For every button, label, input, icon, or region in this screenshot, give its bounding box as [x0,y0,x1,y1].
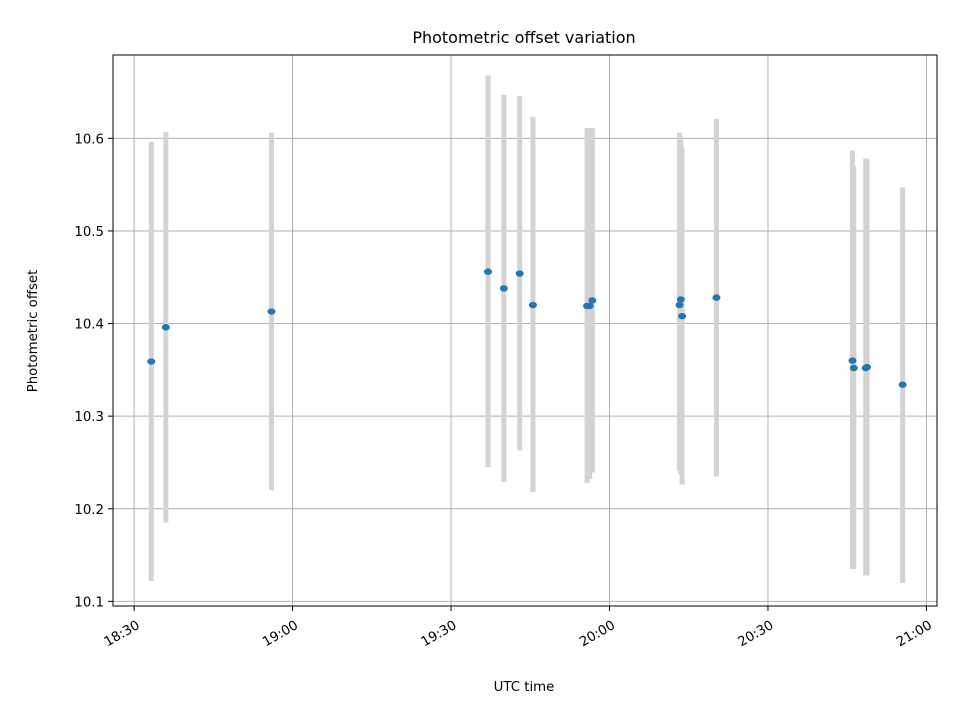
y-tick-label: 10.3 [74,410,104,425]
data-point [499,285,508,292]
data-point [849,364,858,372]
data-point [161,324,170,331]
data-point [712,294,721,301]
data-point [848,357,857,364]
data-point [588,297,597,304]
y-tick-label: 10.1 [74,595,104,610]
y-axis-label: Photometric offset [26,270,41,393]
data-point [147,358,156,365]
data-point [484,268,493,275]
data-point [267,308,276,315]
y-tick-label: 10.4 [74,318,104,333]
y-tick-label: 10.2 [74,503,104,518]
data-points [147,268,907,388]
y-tick-label: 10.6 [74,132,104,147]
grid-lines [113,55,937,606]
data-point [898,381,907,388]
y-tick-label: 10.5 [74,225,104,240]
data-point [678,312,687,320]
x-axis-label: UTC time [494,680,555,695]
chart-title: Photometric offset variation [412,28,635,47]
data-point [675,301,684,309]
data-point [863,363,872,371]
plot-area-frame [112,54,938,607]
data-point [515,270,524,277]
data-point [528,301,537,309]
data-point [585,302,594,310]
data-point [676,296,685,303]
